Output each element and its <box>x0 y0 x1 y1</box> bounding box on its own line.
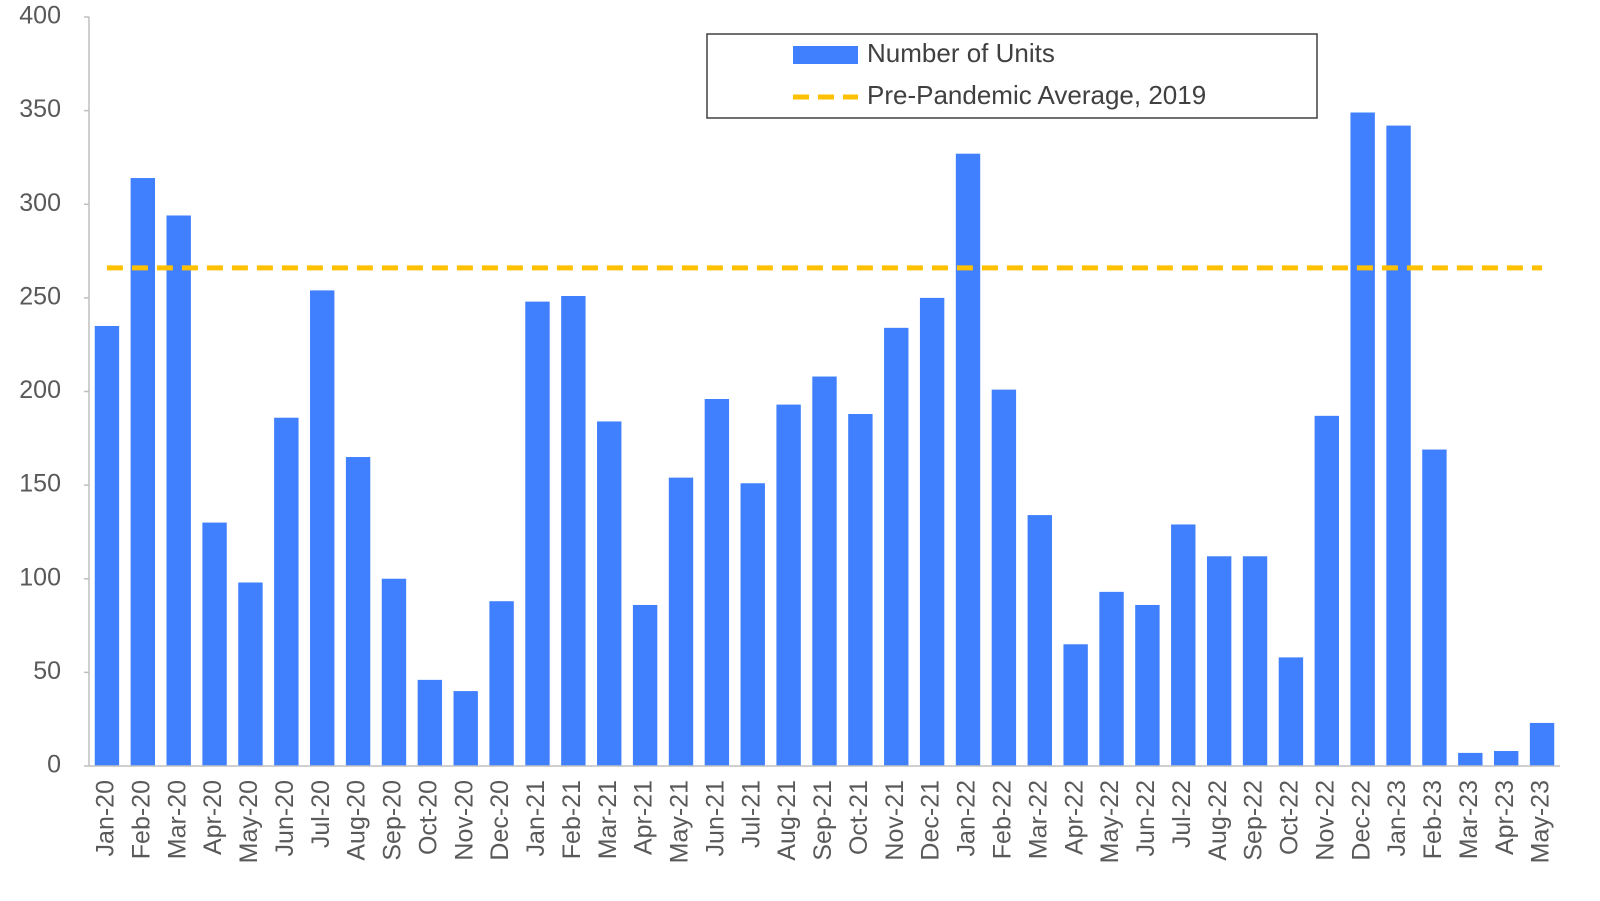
bar <box>1242 556 1268 766</box>
x-tick-label: Jul-22 <box>1168 780 1196 848</box>
x-tick-label: Oct-21 <box>845 780 873 855</box>
bar <box>1063 644 1088 766</box>
bar <box>130 178 156 766</box>
bar <box>919 297 945 766</box>
bar <box>776 404 801 766</box>
bar <box>453 691 478 766</box>
bar <box>597 421 622 766</box>
x-tick-label: Jan-21 <box>522 780 550 856</box>
x-tick-label: May-23 <box>1527 780 1555 863</box>
bar <box>1099 591 1124 766</box>
y-tick-label: 100 <box>19 563 61 591</box>
y-tick-label: 300 <box>19 189 61 217</box>
x-tick-label: Sep-21 <box>809 780 837 861</box>
x-tick-label: Feb-20 <box>127 780 155 859</box>
bar <box>1135 604 1160 766</box>
bar <box>1458 752 1483 766</box>
x-tick-label: Oct-20 <box>414 780 442 855</box>
bar <box>884 327 909 766</box>
x-tick-label: Jan-20 <box>92 780 120 856</box>
bar <box>417 679 443 766</box>
x-tick-label: Jun-20 <box>271 780 299 856</box>
bar <box>561 296 586 766</box>
bar <box>1314 415 1339 766</box>
x-tick-label: Jun-22 <box>1132 780 1160 856</box>
bar <box>1027 515 1052 766</box>
y-tick-label: 50 <box>33 657 61 685</box>
bar <box>740 483 765 766</box>
bar <box>632 604 658 766</box>
x-tick-label: Apr-21 <box>630 780 658 855</box>
x-tick-label: May-20 <box>235 780 263 863</box>
x-tick-label: Mar-21 <box>594 780 622 859</box>
x-tick-label: Mar-20 <box>163 780 191 859</box>
x-tick-label: Feb-22 <box>988 780 1016 859</box>
x-tick-label: Aug-22 <box>1204 780 1232 861</box>
bar <box>848 413 873 766</box>
x-tick-label: Jan-22 <box>953 780 981 856</box>
x-tick-label: Mar-22 <box>1024 780 1052 859</box>
bar <box>166 215 191 767</box>
x-tick-label: May-21 <box>666 780 694 863</box>
x-tick-label: Nov-20 <box>450 780 478 861</box>
x-tick-label: Dec-20 <box>486 780 514 861</box>
x-tick-label: May-22 <box>1096 780 1124 863</box>
bar <box>1422 449 1447 766</box>
legend: Number of Units Pre-Pandemic Average, 201… <box>706 33 1318 119</box>
x-tick-label: Apr-22 <box>1060 780 1088 855</box>
x-tick-label: Jun-21 <box>701 780 729 856</box>
x-tick-label: Nov-22 <box>1311 780 1339 861</box>
y-tick-label: 0 <box>47 751 61 779</box>
bar <box>345 457 371 766</box>
x-tick-label: Jul-21 <box>737 780 765 848</box>
bar <box>955 153 981 766</box>
y-tick-label: 250 <box>19 282 61 310</box>
x-tick-label: Jul-20 <box>307 780 335 848</box>
bar <box>812 376 837 766</box>
x-tick-label: Mar-23 <box>1455 780 1483 859</box>
bar <box>1278 657 1304 766</box>
bar <box>668 477 694 766</box>
x-tick-label: Dec-22 <box>1347 780 1375 861</box>
x-tick-label: Nov-21 <box>881 780 909 861</box>
x-tick-label: Jan-23 <box>1383 780 1411 856</box>
bar <box>1350 112 1375 766</box>
bar <box>1171 524 1196 766</box>
x-tick-label: Apr-23 <box>1491 780 1519 855</box>
x-tick-label: Apr-20 <box>199 780 227 855</box>
bar <box>274 417 299 766</box>
bar <box>381 578 407 766</box>
x-tick-label: Aug-21 <box>773 780 801 861</box>
bar <box>310 290 335 766</box>
legend-label: Number of Units <box>867 38 1055 68</box>
x-tick-label: Sep-20 <box>379 780 407 861</box>
x-tick-label: Dec-21 <box>917 780 945 861</box>
legend-swatch <box>793 46 858 64</box>
x-tick-label: Oct-22 <box>1276 780 1304 855</box>
y-tick-label: 350 <box>19 95 61 123</box>
y-tick-label: 150 <box>19 470 61 498</box>
bar <box>94 325 120 766</box>
x-tick-label: Sep-22 <box>1240 780 1268 861</box>
bar <box>1529 722 1555 766</box>
legend-label: Pre-Pandemic Average, 2019 <box>867 80 1206 110</box>
bar <box>1386 125 1411 767</box>
x-tick-label: Feb-23 <box>1419 780 1447 859</box>
y-tick-label: 200 <box>19 376 61 404</box>
x-tick-label: Aug-20 <box>343 780 371 861</box>
bar <box>704 398 730 766</box>
bar <box>991 389 1017 766</box>
bar <box>238 582 263 766</box>
bar <box>202 522 227 766</box>
bar <box>1206 556 1232 766</box>
bar <box>525 301 550 766</box>
bar <box>489 601 514 766</box>
x-tick-label: Feb-21 <box>558 780 586 859</box>
y-tick-label: 400 <box>19 2 61 30</box>
bar <box>1493 751 1519 766</box>
